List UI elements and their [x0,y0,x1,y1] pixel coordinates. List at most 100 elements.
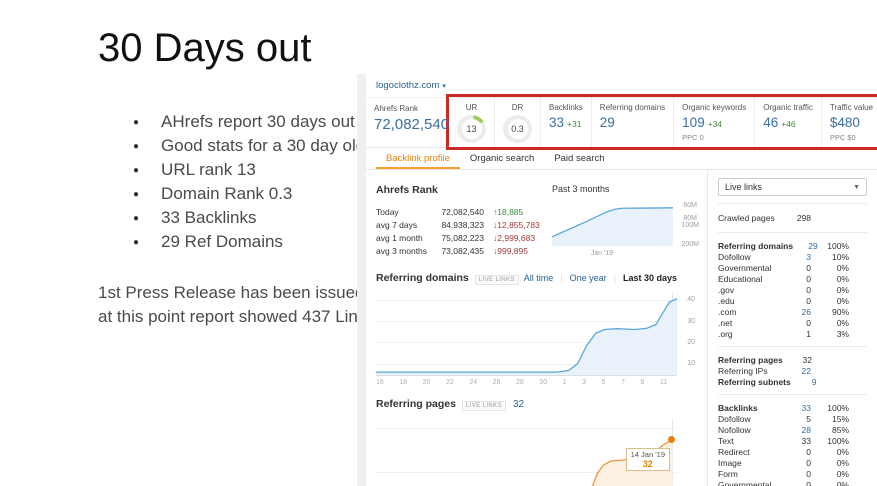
chart-tooltip: 14 Jan '19 32 [625,447,670,471]
sidebar-backlinks-percent: 100% [827,435,849,446]
rank-row-value: 75,082,223 [441,232,484,243]
sidebar-referring-domains-percent: 0% [836,317,849,328]
sidebar-referring-domains-value: 0 [806,262,811,273]
sidebar-referring-pages-value[interactable]: 22 [801,365,811,376]
gridline [376,320,677,322]
sidebar-backlinks-value[interactable]: 28 [801,424,811,435]
live-links-badge: LIVE LINKS [474,275,519,285]
sidebar-backlinks-percent: 100% [827,402,849,413]
gridline [376,299,677,301]
ur-donut-gauge: 13 [457,115,486,143]
sidebar-referring-pages-label: Referring pages [718,354,783,365]
range-button-all-time[interactable]: All time [523,273,554,283]
sidebar-referring-domains-value[interactable]: 26 [801,306,811,317]
rank-row-label: avg 1 month [376,232,423,243]
domain-selector[interactable]: logoclothz.com ▾ [366,74,877,98]
sidebar-referring-domains-group: Referring domains 29 100% Dofollow 3 1 0% Gover… [718,240,867,339]
rank-row-change: ↓2,999,683 [493,232,536,243]
bullet-item: ● AHrefs report 30 days out [133,110,396,134]
sidebar-backlinks-row: Backlinks 33 100% [718,402,867,413]
referring-domains-title: Referring domains [376,272,469,284]
referring-domains-chart: 40 30 20 10 [376,293,695,376]
sidebar-backlinks-label: Redirect [718,446,750,457]
rank-ytick-60m: 60M [683,201,697,209]
bullet-item: ● Good stats for a 30 day old site [133,134,396,158]
sidebar-referring-domains-label: .com [718,306,737,317]
sidebar-backlinks-label: Governmental [718,479,772,486]
sidebar-referring-domains-value: 0 [806,273,811,284]
x-tick-label: 9 [640,379,645,386]
ytick-20: 20 [687,338,695,346]
rank-row-label: Today [376,206,399,217]
data-point-marker [668,436,676,444]
sidebar-referring-domains-value[interactable]: 3 [806,251,811,262]
tab-paid-search[interactable]: Paid search [554,153,605,164]
sidebar-referring-pages-value: 32 [802,354,812,365]
sidebar-referring-domains-label: .net [718,317,733,328]
metric-referring-domains: Referring domains 29 [590,97,673,147]
bullet-item: ● 33 Backlinks [133,206,396,230]
sidebar-backlinks-label: Backlinks [718,402,758,413]
sidebar-referring-domains-label: .edu [718,295,735,306]
sidebar-referring-domains-label: Dofollow [718,251,751,262]
sidebar-backlinks-value[interactable]: 33 [801,402,811,413]
x-tick-label: 11 [659,379,668,386]
sidebar-referring-pages-value[interactable]: 9 [811,376,817,387]
sidebar-referring-domains-value: 1 [806,328,811,339]
sidebar-referring-domains-row: .edu 0 0% [718,295,867,306]
range-button-one-year[interactable]: One year [569,273,607,283]
sidebar-backlinks-value: 5 [806,413,811,424]
bullet-icon: ● [133,140,140,152]
sidebar-referring-domains-label: .gov [718,284,735,295]
rank-chart-block: Past 3 months 60M 80M 100M 200M Jan '19 [548,184,707,257]
tab-organic-search[interactable]: Organic search [469,153,535,164]
sidebar-backlinks-row: Form 0 0% [718,468,867,479]
ahrefs-report-screenshot: logoclothz.com ▾ Ahrefs Rank 72,082,540 U… [357,74,877,486]
range-button-last-30-days[interactable]: Last 30 days [622,273,677,283]
caret-down-icon: ▼ [853,183,860,191]
sidebar-referring-domains-row: Dofollow 3 10% [718,251,867,262]
live-links-dropdown[interactable]: Live links ▼ [718,178,867,196]
sidebar-referring-domains-row: Referring domains 29 100% [718,240,867,251]
sidebar-referring-domains-percent: 0% [836,295,849,306]
rank-row-change: ↑18,885 [493,206,524,217]
sidebar-backlinks-percent: 0% [836,446,849,457]
rank-ytick-200m: 200M [681,240,699,248]
rank-row-change: ↓12,855,783 [493,219,540,230]
ytick-10: 10 [687,360,695,368]
bullet-text: 33 Backlinks [161,208,257,227]
referring-domains-x-axis: 16 18 20 22 24 26 28 30 1 3 5 7 9 11 [376,379,667,386]
gridline [376,342,677,344]
ahrefs-rank-table: Ahrefs Rank Today 72,082,540 ↑18,885 avg 7 … [376,184,548,257]
x-tick-label: 28 [515,379,524,386]
sidebar-referring-pages-row: Referring subnets 9 [718,376,867,387]
sidebar-referring-domains-row: .gov 0 0% [718,284,867,295]
referring-pages-count[interactable]: 32 [512,399,525,410]
dr-donut-gauge: 0.3 [503,115,532,143]
sidebar-referring-pages-label: Referring subnets [718,376,791,387]
caret-down-icon: ▾ [442,83,446,90]
tab-backlink-profile[interactable]: Backlink profile [376,148,460,169]
tooltip-value: 32 [642,458,653,469]
sidebar-backlinks-percent: 15% [831,413,849,424]
divider [718,203,867,204]
sidebar-referring-domains-label: Governmental [718,262,772,273]
sidebar-backlinks-row: Nofollow 28 85% [718,424,867,435]
x-tick-label: 20 [422,379,431,386]
rank-table-row: avg 1 month 75,082,223 ↓2,999,683 [376,231,548,244]
sidebar-referring-domains-value[interactable]: 29 [808,240,818,251]
gridline [376,471,677,473]
sidebar-backlinks-label: Nofollow [718,424,751,435]
sidebar-referring-domains-label: Educational [718,273,763,284]
gridline-vertical [672,419,674,486]
sidebar-backlinks-row: Text 33 100% [718,435,867,446]
ahrefs-rank-section: Ahrefs Rank Today 72,082,540 ↑18,885 avg 7 … [376,184,707,257]
report-main: Ahrefs Rank Today 72,082,540 ↑18,885 avg 7 … [366,170,877,486]
x-tick-label: 1 [562,379,567,386]
report-tabs: Backlink profile Organic search Paid searc… [366,148,877,170]
divider [718,232,867,233]
sidebar-referring-domains-row: Educational 0 0% [718,273,867,284]
metric-traffic-value: Traffic value $480 PPC $0 [820,97,877,147]
report-sidebar: Live links ▼ Crawled pages 298 Referring… [707,170,877,486]
